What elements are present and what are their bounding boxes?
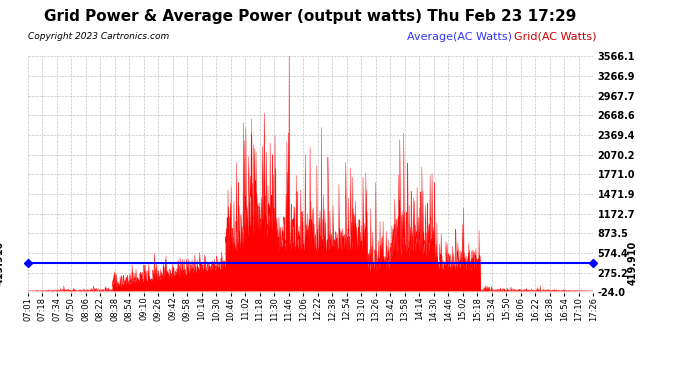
Text: 419.910: 419.910 [627, 241, 638, 285]
Text: Average(AC Watts): Average(AC Watts) [407, 32, 512, 42]
Text: 419.910: 419.910 [0, 241, 5, 285]
Text: Grid(AC Watts): Grid(AC Watts) [514, 32, 597, 42]
Text: Copyright 2023 Cartronics.com: Copyright 2023 Cartronics.com [28, 32, 169, 41]
Text: Grid Power & Average Power (output watts) Thu Feb 23 17:29: Grid Power & Average Power (output watts… [44, 9, 577, 24]
